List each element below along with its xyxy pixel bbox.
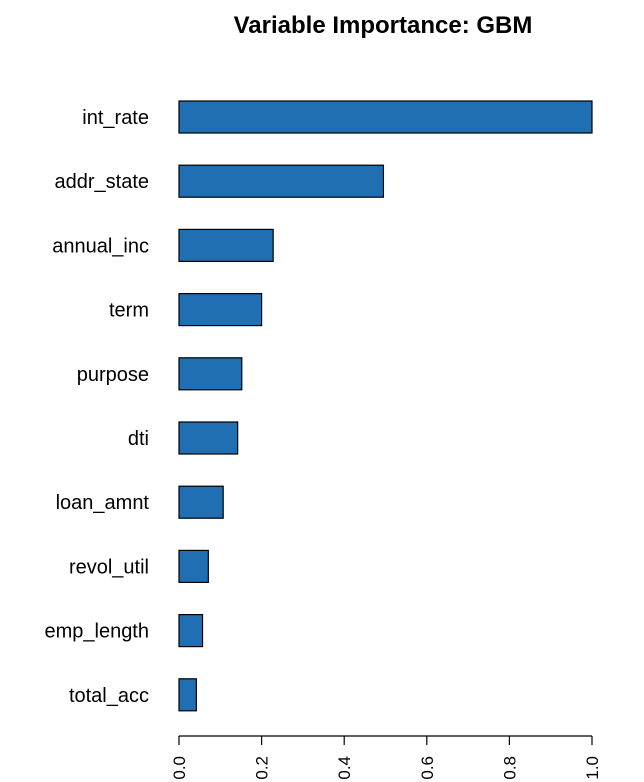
x-tick-label: 0.0 <box>170 756 189 780</box>
category-label-term: term <box>109 300 149 322</box>
category-label-emp_length: emp_length <box>44 621 149 643</box>
bar-int_rate <box>178 100 593 134</box>
category-label-annual_inc: annual_inc <box>52 235 149 257</box>
bar-dti <box>178 421 239 455</box>
x-tick-label: 0.8 <box>500 756 519 780</box>
bar-term <box>178 293 263 327</box>
bars-group <box>178 100 593 712</box>
chart-title: Variable Importance: GBM <box>234 12 533 39</box>
x-tick-label: 1.0 <box>583 756 602 780</box>
bar-purpose <box>178 357 243 391</box>
x-tick-label: 0.6 <box>418 756 437 780</box>
bar-loan_amnt <box>178 485 224 519</box>
category-label-addr_state: addr_state <box>54 171 149 193</box>
category-label-total_acc: total_acc <box>69 685 149 707</box>
bar-revol_util <box>178 549 209 584</box>
bar-total_acc <box>178 678 197 712</box>
x-tick-label: 0.4 <box>335 756 354 780</box>
category-label-loan_amnt: loan_amnt <box>56 492 150 514</box>
x-axis: 0.0 0.2 0.4 0.6 0.8 1.0 <box>170 735 602 780</box>
bar-annual_inc <box>178 228 274 262</box>
bar-emp_length <box>178 613 204 648</box>
category-label-int_rate: int_rate <box>82 107 149 129</box>
bar-addr_state <box>178 164 385 198</box>
category-label-dti: dti <box>128 428 149 450</box>
x-tick-label: 0.2 <box>253 756 272 780</box>
category-label-purpose: purpose <box>77 364 149 386</box>
category-label-revol_util: revol_util <box>69 556 149 578</box>
